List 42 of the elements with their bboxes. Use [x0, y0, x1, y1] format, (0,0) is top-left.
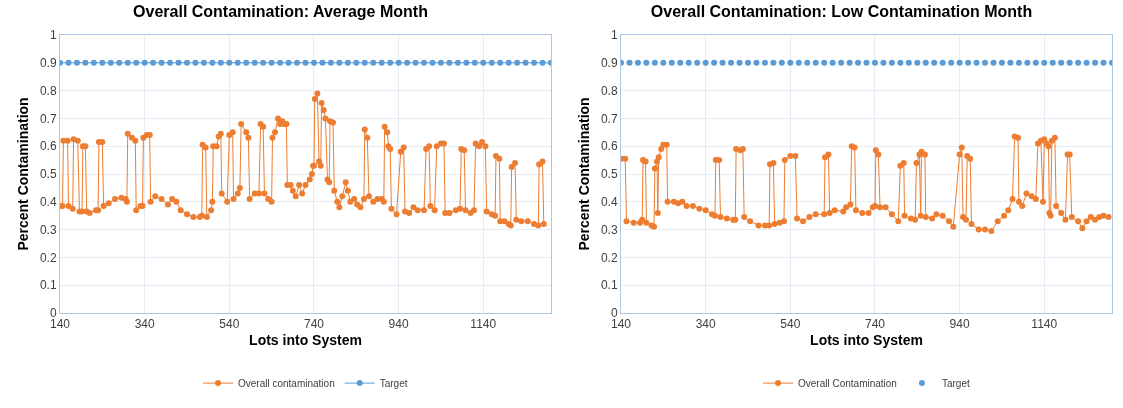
- y-tick-label: 1: [610, 28, 618, 43]
- legend-label: Target: [941, 378, 970, 389]
- y-tick-label: 0.1: [39, 278, 57, 293]
- legend-label: Overall contamination: [238, 378, 335, 389]
- chart-title: Overall Contamination: Average Month: [133, 3, 428, 21]
- y-tick-label: 0.6: [600, 139, 618, 154]
- y-tick-label: 0.3: [600, 222, 618, 237]
- x-axis-title: Lots into System: [810, 331, 923, 348]
- y-tick-label: 0.5: [600, 167, 618, 182]
- chart-title: Overall Contamination: Low Contamination Month: [650, 3, 1033, 21]
- y-tick-label: 0.9: [600, 56, 618, 70]
- y-tick-label: 0.1: [600, 278, 618, 293]
- y-axis-title: Percent Contamination: [575, 97, 592, 251]
- x-tick-label: 540: [219, 317, 240, 332]
- y-tick-label: 0.7: [39, 111, 57, 126]
- y-tick-label: 0.5: [39, 167, 57, 182]
- legend-label: Target: [379, 378, 408, 389]
- y-tick-label: 0.8: [39, 83, 57, 98]
- legend-label: Overall Contamination: [798, 378, 897, 389]
- x-tick-label: 740: [864, 317, 886, 332]
- x-tick-label: 940: [388, 317, 409, 332]
- x-tick-label: 1140: [1031, 317, 1058, 332]
- x-tick-label: 340: [134, 317, 155, 332]
- x-tick-label: 740: [303, 317, 325, 332]
- y-tick-label: 0.9: [39, 56, 57, 70]
- x-tick-label: 340: [695, 317, 716, 332]
- y-tick-label: 0.3: [39, 222, 57, 237]
- x-tick-label: 540: [780, 317, 801, 332]
- x-tick-label: 940: [949, 317, 970, 332]
- y-tick-label: 0.4: [600, 195, 618, 209]
- x-axis-title: Lots into System: [249, 331, 362, 348]
- y-tick-label: 0.2: [600, 250, 618, 265]
- x-tick-label: 1140: [470, 317, 497, 332]
- y-tick-label: 0.6: [39, 139, 57, 154]
- x-tick-label: 140: [610, 317, 632, 332]
- y-tick-label: 0.8: [600, 83, 618, 98]
- x-tick-label: 140: [49, 317, 71, 332]
- y-tick-label: 0.7: [600, 111, 618, 126]
- y-tick-label: 0.2: [39, 250, 57, 265]
- y-tick-label: 1: [49, 28, 57, 43]
- y-tick-label: 0.4: [39, 195, 57, 209]
- y-axis-title: Percent Contamination: [14, 97, 31, 251]
